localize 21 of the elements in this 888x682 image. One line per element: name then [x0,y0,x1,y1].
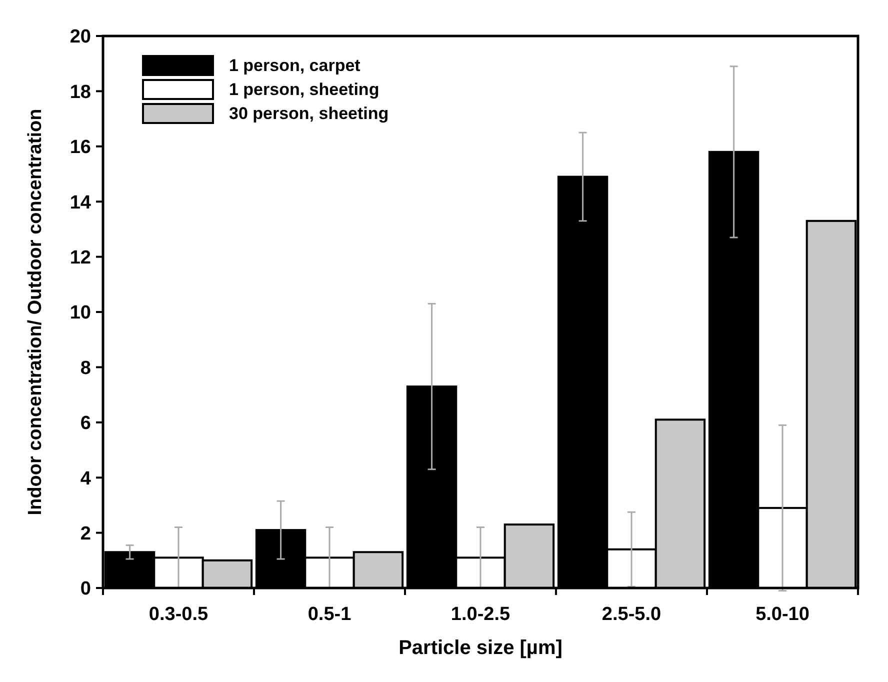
y-axis-title: Indoor concentration/ Outdoor concentration [25,108,46,516]
x-tick-label: 0.5-1 [308,604,352,625]
legend-label: 30 person, sheeting [229,104,389,123]
x-tick-label: 5.0-10 [756,604,810,625]
y-tick-label: 8 [80,358,91,379]
legend-label: 1 person, carpet [229,56,361,75]
y-tick-label: 6 [80,413,91,434]
y-tick-label: 16 [70,137,91,158]
x-tick-label: 2.5-5.0 [602,604,662,625]
y-tick-label: 0 [80,578,91,600]
legend-label: 1 person, sheeting [229,80,380,99]
x-tick-label: 1.0-2.5 [450,604,511,625]
y-tick-label: 10 [70,302,91,324]
y-tick-label: 2 [80,523,91,544]
x-axis-title: Particle size [µm] [398,637,562,659]
y-tick-label: 20 [70,26,91,48]
x-tick-label: 0.3-0.5 [148,604,209,625]
y-tick-label: 12 [70,247,91,268]
y-tick-label: 14 [70,192,92,214]
y-tick-label: 4 [80,468,92,490]
y-tick-label: 18 [70,82,91,103]
